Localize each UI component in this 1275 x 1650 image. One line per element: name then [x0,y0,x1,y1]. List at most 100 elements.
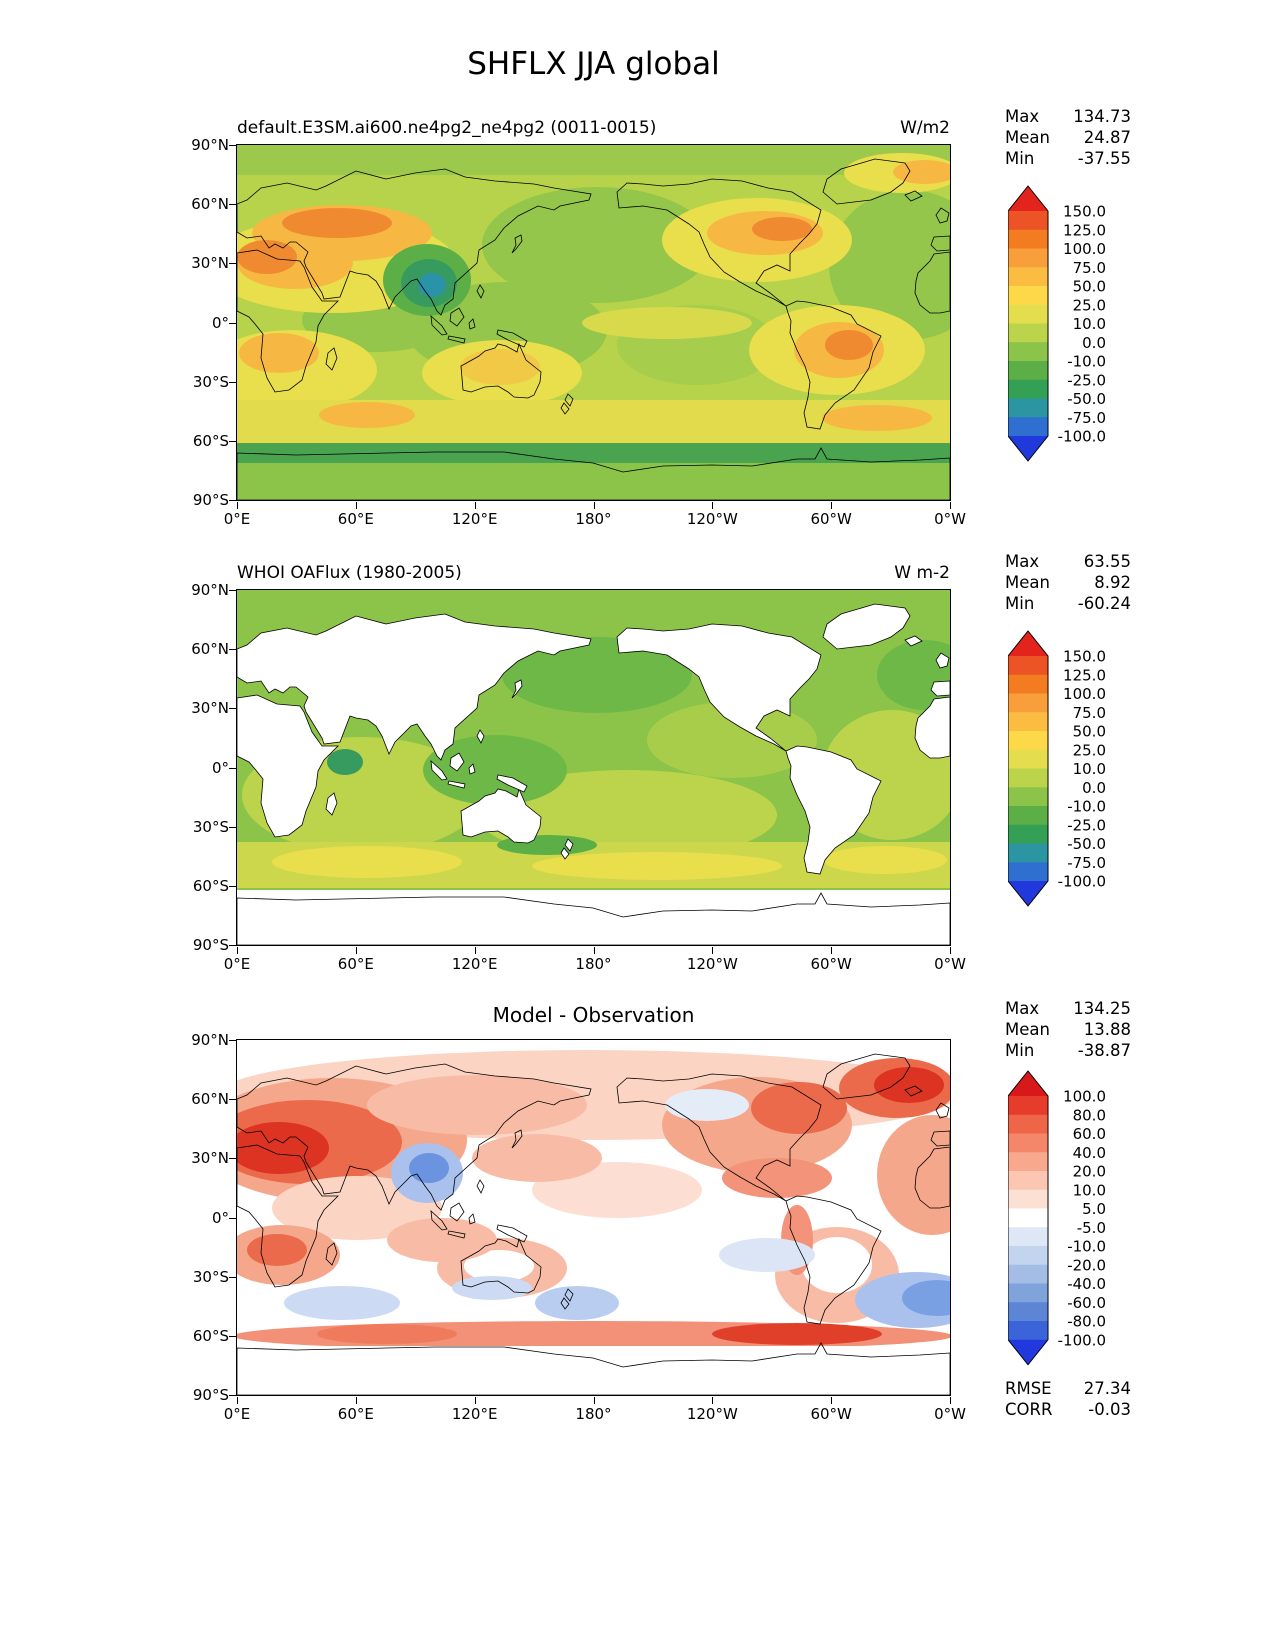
stat-label: Max [1005,552,1040,571]
lat-tick-label: 30°N [191,254,229,273]
lon-tick-label: 120°E [451,1405,498,1423]
lon-tick-mark [474,502,476,509]
stat-label: Min [1005,594,1035,613]
colorbar-tick-label: -10.0 [1067,353,1106,371]
lat-tick-label: 90°N [191,581,229,599]
colorbar-model: 150.0 125.0 100.0 75.0 50.0 25.0 10.0 0.0 -10.0-… [1007,185,1138,468]
lat-tick-mark [229,263,236,265]
stat-label: Min [1005,1041,1035,1060]
panel-obs-units: W m-2 [894,563,950,583]
stat-label: Max [1005,107,1040,126]
lon-tick-mark [950,947,951,954]
colorbar-tick-label: -5.0 [1077,1219,1106,1237]
lon-tick-mark [593,502,595,509]
stat-value: -37.55 [1077,149,1131,168]
colorbar-tick-label: 5.0 [1082,1200,1106,1218]
lat-tick-mark [229,1335,236,1337]
colorbar-svg: 150.0125.0100.075.050.025.010.00.0-10.0-… [1007,630,1106,907]
map-model-svg [237,145,950,500]
corr-label: CORR [1005,1400,1053,1419]
lon-tick-label: 120°E [451,510,498,528]
stats-model: Max 134.73 Mean 24.87 Min -37.55 [1005,106,1131,169]
stat-value: 13.88 [1083,1020,1131,1039]
colorbar-observation: 150.0 125.0 100.0 75.0 50.0 25.0 10.0 0.0 -10.0-… [1007,630,1138,913]
lat-tick-label: 90°S [192,491,229,509]
contour-fill-layer [237,1040,950,1395]
stat-label: Mean [1005,128,1050,147]
colorbar-difference: 100.0 80.0 60.0 40.0 20.0 10.0 5.0 -5.0 -10.0 -20… [1007,1070,1138,1372]
lat-tick-mark [229,204,236,206]
colorbar-tick-label: -10.0 [1067,1238,1106,1256]
lon-tick-mark [831,1397,833,1404]
map-difference-svg [237,1040,950,1395]
lat-tick-label: 30°S [192,817,229,836]
lon-tick-mark [237,1397,238,1404]
colorbar-tick-label: -100.0 [1058,1331,1106,1349]
lat-tick-mark [229,322,236,324]
lat-tick-mark [229,708,236,710]
stats-rmse-corr: RMSE 27.34 CORR -0.03 [1005,1378,1131,1420]
lat-tick-mark [229,440,236,442]
colorbar-tick-label: 25.0 [1073,741,1106,759]
lon-tick-label: 60°E [337,955,374,973]
lat-tick-label: 90°S [192,936,229,954]
lon-tick-mark [355,1397,357,1404]
colorbar-tick-label: 10.0 [1073,315,1106,333]
lat-tick-mark [229,826,236,828]
colorbar-tick-label: 50.0 [1073,723,1106,741]
lon-tick-label: 180° [575,510,612,528]
colorbar-tick-label: -75.0 [1067,854,1106,872]
colorbar-tick-label: -80.0 [1067,1313,1106,1331]
stat-label: Max [1005,999,1040,1018]
lon-tick-mark [712,502,714,509]
colorbar-tick-label: -75.0 [1067,409,1106,427]
colorbar-tick-label: 125.0 [1063,666,1106,684]
lat-tick-label: 90°N [191,136,229,154]
colorbar-tick-label: 0.0 [1082,334,1106,352]
colorbar-tick-label: -20.0 [1067,1256,1106,1274]
colorbar-tick-label: -50.0 [1067,390,1106,408]
lon-tick-label: 180° [575,955,612,973]
map-difference [236,1039,951,1396]
colorbar-tick-label: 125.0 [1063,221,1106,239]
lat-tick-mark [229,945,236,946]
lon-tick-mark [712,1397,714,1404]
stat-value: 134.25 [1073,999,1131,1018]
lon-tick-mark [474,1397,476,1404]
colorbar-tick-label: 150.0 [1063,203,1106,221]
lon-tick-mark [355,947,357,954]
colorbar-tick-label: -60.0 [1067,1294,1106,1312]
colorbar-tick-label: 100.0 [1063,240,1106,258]
lat-tick-mark [229,1158,236,1160]
lat-tick-mark [229,381,236,383]
lat-tick-mark [229,1099,236,1101]
stats-observation: Max 63.55 Mean 8.92 Min -60.24 [1005,551,1131,614]
lon-tick-label: 60°W [810,1405,852,1423]
lat-tick-label: 30°S [192,372,229,391]
lat-tick-label: 60°S [192,1326,229,1345]
lon-tick-mark [831,502,833,509]
contour-fill-layer [237,145,950,500]
colorbar-tick-label: 10.0 [1073,1181,1106,1199]
panel-obs-header: WHOI OAFlux (1980-2005) W m-2 [237,563,950,583]
lon-tick-label: 60°E [337,1405,374,1423]
panel-obs-title: WHOI OAFlux (1980-2005) [237,563,462,583]
panel-diff-title: Model - Observation [492,1003,695,1027]
lat-tick-label: 60°N [191,195,229,214]
corr-value: -0.03 [1088,1400,1131,1419]
lon-tick-mark [474,947,476,954]
panel-model-title: default.E3SM.ai600.ne4pg2_ne4pg2 (0011-0… [237,118,657,138]
lat-tick-mark [229,649,236,651]
lon-tick-mark [950,1397,951,1404]
stat-value: 8.92 [1094,573,1131,592]
lon-tick-mark [355,502,357,509]
lat-tick-mark [229,1040,236,1041]
colorbar-tick-label: 0.0 [1082,779,1106,797]
lat-tick-label: 0° [211,1208,229,1227]
lat-tick-mark [229,1276,236,1278]
lat-tick-label: 90°N [191,1031,229,1049]
panel-model-header: default.E3SM.ai600.ne4pg2_ne4pg2 (0011-0… [237,118,950,138]
lat-tick-label: 90°S [192,1386,229,1404]
stats-difference: Max 134.25 Mean 13.88 Min -38.87 [1005,998,1131,1061]
lat-tick-label: 60°N [191,640,229,659]
